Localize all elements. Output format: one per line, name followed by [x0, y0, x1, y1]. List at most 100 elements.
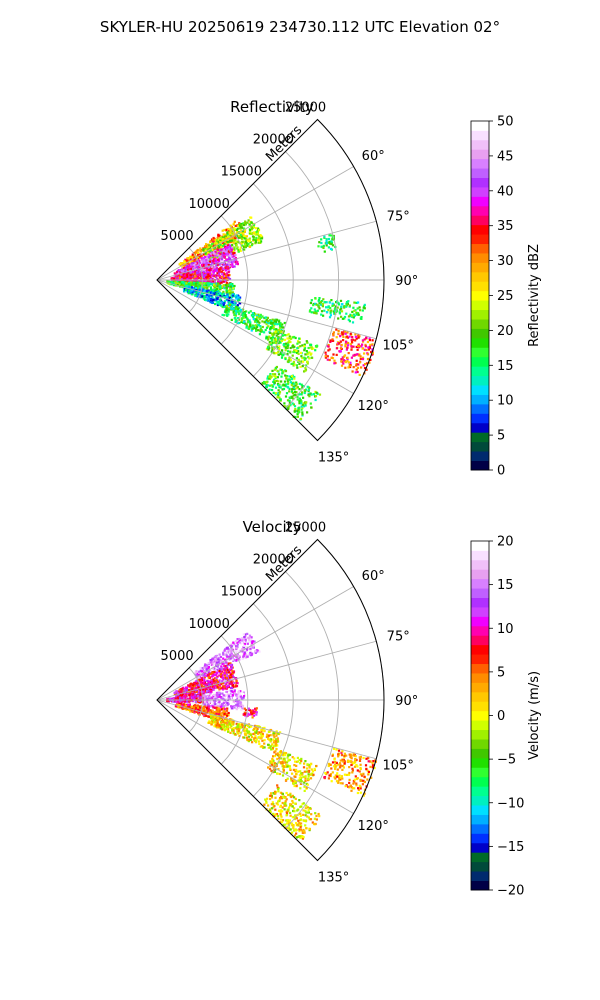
echo-gate [207, 671, 210, 674]
echo-gate [203, 697, 206, 700]
echo-gate [347, 352, 350, 355]
echo-gate [208, 246, 211, 249]
echo-gate [298, 410, 301, 413]
echo-gate [185, 686, 188, 689]
echo-gate [326, 311, 329, 314]
echo-gate [203, 668, 206, 671]
echo-gate [199, 693, 202, 696]
echo-gate [206, 679, 209, 683]
echo-gate [338, 311, 341, 314]
echo-gate [197, 270, 200, 273]
echo-gate [237, 694, 240, 697]
echo-gate [173, 272, 176, 275]
echo-gate [241, 650, 244, 653]
echo-gate [266, 384, 269, 387]
echo-gate [182, 275, 185, 279]
echo-gate [198, 670, 201, 673]
echo-gate [216, 240, 219, 244]
echo-gate [242, 656, 245, 659]
echo-gate [207, 291, 210, 294]
echo-gate [178, 280, 181, 284]
echo-gate [213, 670, 216, 674]
echo-gate [268, 384, 271, 387]
echo-gate [226, 233, 229, 236]
echo-gate [238, 223, 241, 226]
echo-gate [288, 387, 291, 390]
echo-gate [251, 227, 254, 230]
echo-gate [222, 285, 225, 288]
echo-gate [303, 389, 306, 392]
echo-gate [347, 341, 350, 345]
echo-gate [278, 384, 281, 387]
echo-gate [282, 387, 286, 391]
echo-gate [234, 705, 237, 708]
echo-gate [178, 693, 181, 697]
echo-gate [209, 672, 212, 676]
echo-gate [199, 666, 202, 670]
echo-gate [218, 302, 221, 305]
echo-gate [214, 684, 217, 687]
echo-gate [192, 276, 195, 279]
echo-gate [228, 239, 231, 242]
echo-gate [226, 305, 229, 308]
colorbar-swatch [471, 394, 489, 405]
echo-gate [227, 662, 230, 665]
echo-gate [299, 417, 303, 420]
echo-gate [296, 347, 299, 350]
echo-gate [327, 237, 331, 241]
echo-gate [360, 366, 363, 369]
echo-gate [213, 283, 216, 286]
echo-gate [285, 334, 288, 337]
echo-gate [222, 705, 226, 708]
echo-gate [196, 264, 199, 267]
echo-gate [320, 310, 324, 313]
echo-gate [280, 328, 283, 331]
echo-gate [301, 357, 304, 360]
echo-gate [235, 679, 238, 682]
echo-gate [257, 315, 260, 318]
echo-gate [243, 653, 246, 656]
echo-gate [217, 233, 220, 236]
echo-gate [339, 299, 343, 302]
echo-gate [209, 254, 212, 257]
echo-gate [199, 255, 202, 258]
echo-gate [295, 383, 298, 386]
echo-gate [293, 386, 296, 389]
echo-gate [248, 640, 251, 643]
radar-echoes [166, 216, 374, 421]
echo-gate [232, 252, 235, 255]
echo-gate [212, 239, 215, 242]
echo-gate [339, 340, 342, 343]
echo-gate [230, 307, 233, 310]
echo-gate [219, 687, 223, 690]
echo-gate [270, 319, 273, 322]
echo-gate [222, 694, 225, 697]
echo-gate [191, 289, 194, 292]
echo-gate [202, 268, 205, 271]
echo-gate [188, 265, 191, 268]
echo-gate [209, 301, 212, 304]
echo-gate [176, 696, 179, 699]
echo-gate [211, 662, 214, 665]
colorbar-swatch [471, 262, 489, 273]
echo-gate [295, 391, 298, 394]
echo-gate [210, 689, 213, 693]
echo-gate [324, 351, 327, 354]
echo-gate [217, 280, 220, 283]
echo-gate [330, 242, 333, 246]
echo-gate [252, 226, 255, 229]
echo-gate [207, 682, 210, 685]
echo-gate [358, 361, 362, 364]
echo-gate [200, 292, 204, 295]
echo-gate [213, 239, 216, 242]
echo-gate [231, 283, 234, 286]
echo-gate [205, 254, 208, 257]
echo-gate [327, 349, 330, 352]
echo-gate [220, 675, 223, 678]
polar-frame [156, 118, 385, 442]
echo-gate [265, 381, 268, 384]
echo-gate [186, 277, 189, 280]
echo-gate [351, 321, 355, 324]
colorbar-swatch [471, 281, 489, 292]
echo-gate [286, 353, 289, 356]
